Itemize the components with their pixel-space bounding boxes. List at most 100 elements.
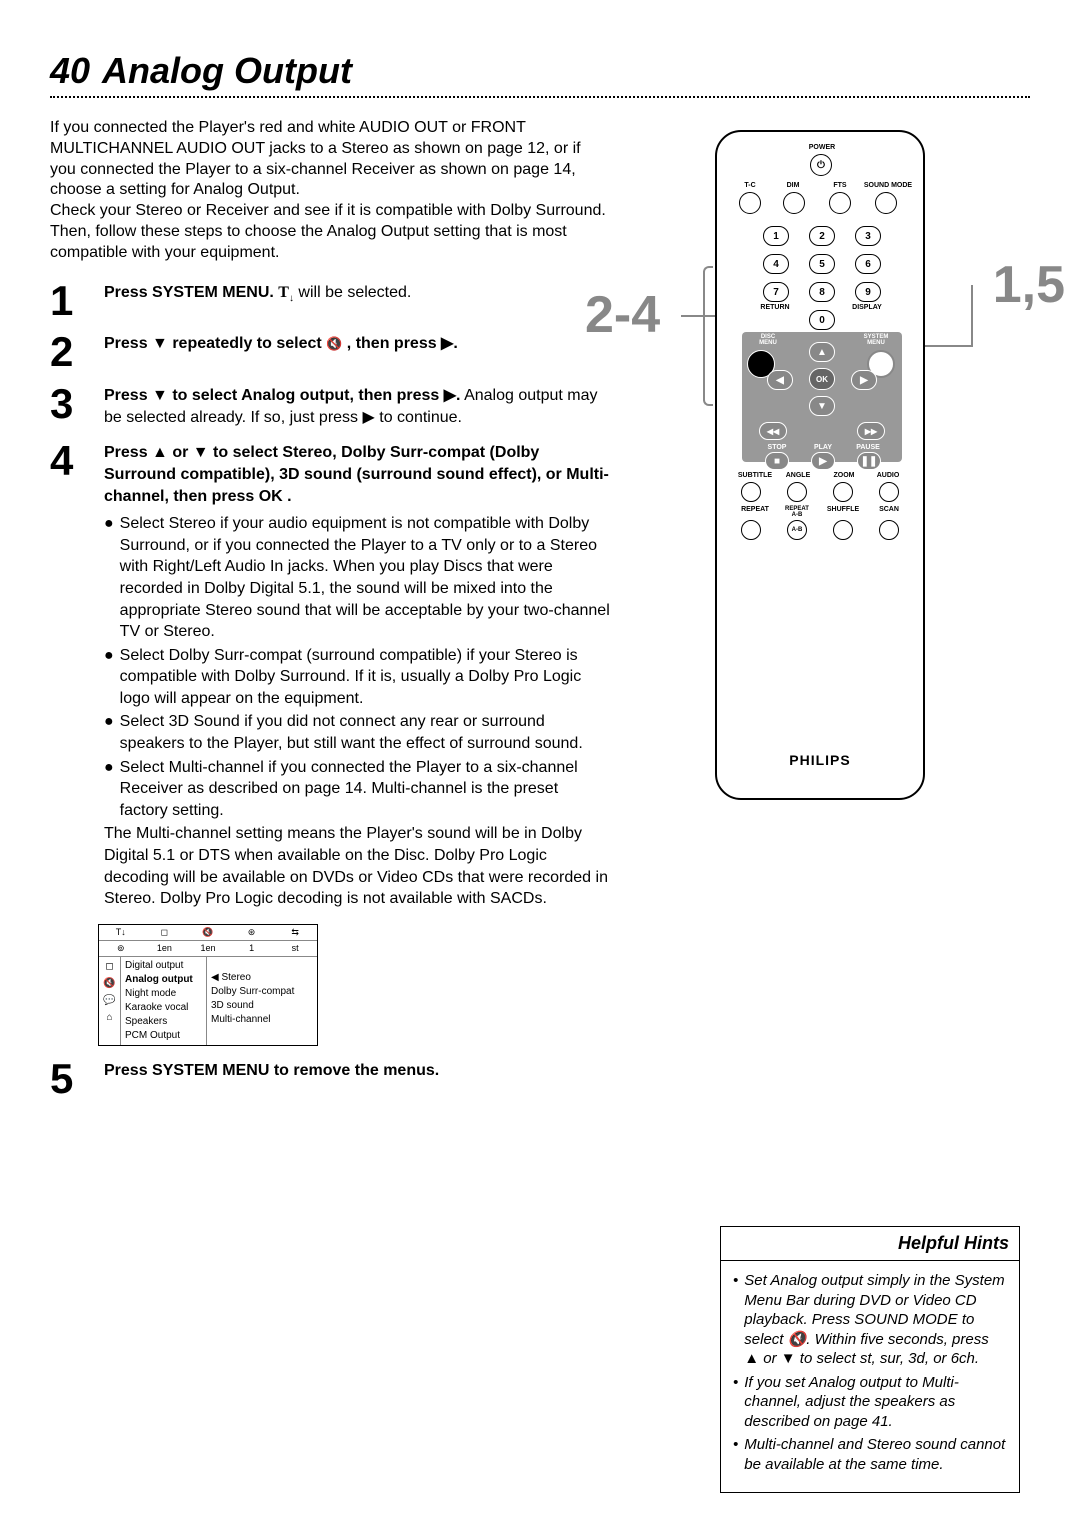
list-item: ●Select 3D Sound if you did not connect …: [104, 711, 610, 754]
osd-icon: ⇆: [273, 927, 317, 938]
remote-zone: 2-4 1,5 POWER ⏻ T-C DIM FTS SOUND MODE 1…: [595, 130, 1055, 810]
step-number: 3: [50, 385, 90, 428]
callout-bracket: [703, 266, 713, 406]
helpful-hints-box: Helpful Hints •Set Analog output simply …: [720, 1226, 1020, 1493]
step-2: 2 Press ▼ repeatedly to select , then pr…: [50, 333, 610, 371]
label-zoom: ZOOM: [829, 472, 859, 479]
sound-icon: [326, 335, 342, 352]
label-tc: T-C: [737, 182, 763, 189]
bullet-icon: ●: [104, 757, 114, 822]
digit: 3: [865, 231, 871, 242]
page-number: 40: [50, 50, 90, 92]
label-disc: DISCMENU: [743, 334, 793, 346]
subtitle-button: [741, 482, 761, 502]
label-soundmode: SOUND MODE: [862, 182, 914, 189]
step-body: Press SYSTEM MENU to remove the menus.: [104, 1060, 610, 1098]
digit: 8: [819, 287, 825, 298]
step-bold: Press ▼ to select Analog output, then pr…: [104, 387, 461, 404]
step-body: Press ▲ or ▼ to select Stereo, Dolby Sur…: [104, 442, 610, 909]
bullet-list: ●Select Stereo if your audio equipment i…: [104, 513, 610, 821]
osd-left-icons: ◻ 🔇 💬 ⌂: [99, 957, 121, 1045]
bullet-icon: •: [733, 1373, 738, 1432]
brand-label: PHILIPS: [717, 752, 923, 768]
repeatab-button: A-B: [787, 520, 807, 540]
bullet-icon: ●: [104, 645, 114, 710]
digit: 2: [819, 231, 825, 242]
digit: 4: [773, 259, 779, 270]
step-number: 4: [50, 442, 90, 909]
prev-button: ◀◀: [759, 422, 787, 440]
hint-text: If you set Analog output to Multi-channe…: [744, 1373, 1007, 1432]
step-1: 1 Press SYSTEM MENU. will be selected.: [50, 282, 610, 320]
digit-button: 9: [855, 282, 881, 302]
next-button: ▶▶: [857, 422, 885, 440]
label-repeat: REPEAT: [735, 506, 775, 513]
hint-item: •Set Analog output simply in the System …: [733, 1271, 1007, 1369]
step-note: The Multi-channel setting means the Play…: [104, 823, 610, 909]
callout-number: 1,5: [993, 255, 1065, 315]
right-button: ▶: [851, 370, 877, 390]
osd-mid-item: Speakers: [125, 1015, 202, 1029]
step-body: Press ▼ to select Analog output, then pr…: [104, 385, 610, 428]
label-play: PLAY: [809, 444, 837, 451]
tc-button: [739, 192, 761, 214]
digit: 0: [819, 315, 825, 326]
osd-right-item: Multi-channel: [211, 1013, 313, 1027]
label-return: RETURN: [755, 304, 795, 311]
angle-button: [787, 482, 807, 502]
remote-illustration: POWER ⏻ T-C DIM FTS SOUND MODE 1 2 3 4 5…: [715, 130, 925, 800]
intro-paragraph: If you connected the Player's red and wh…: [50, 118, 610, 264]
label-scan: SCAN: [873, 506, 905, 513]
hint-item: •Multi-channel and Stereo sound cannot b…: [733, 1435, 1007, 1474]
osd-mid-item: Karaoke vocal: [125, 1001, 202, 1015]
osd-icon: ◻: [143, 927, 187, 938]
digit: 9: [865, 287, 871, 298]
digit-button: 3: [855, 226, 881, 246]
step-number: 1: [50, 282, 90, 320]
osd-icon: T↓: [99, 927, 143, 938]
ok-button: OK: [809, 368, 835, 390]
shuffle-button: [833, 520, 853, 540]
osd-mid: Digital output Analog output Night mode …: [121, 957, 207, 1045]
label-dim: DIM: [780, 182, 806, 189]
step-bold: Press SYSTEM MENU to remove the menus.: [104, 1062, 439, 1079]
repeat-button: [741, 520, 761, 540]
label-power: POWER: [807, 144, 837, 151]
digit-button: 7: [763, 282, 789, 302]
scan-button: [879, 520, 899, 540]
label-audio: AUDIO: [873, 472, 903, 479]
step-bold: Press SYSTEM MENU.: [104, 284, 274, 301]
stop-button: ■: [765, 452, 789, 470]
page-title: Analog Output: [102, 50, 352, 92]
osd-left-icon: 🔇: [103, 978, 115, 989]
step-3: 3 Press ▼ to select Analog output, then …: [50, 385, 610, 428]
osd-menu-illustration: T↓ ◻ 🔇 ⊛ ⇆ ⊚ 1en 1en 1 st ◻ 🔇 💬 ⌂ Digita…: [98, 924, 318, 1046]
power-button: ⏻: [810, 154, 832, 176]
bullet-icon: •: [733, 1271, 738, 1369]
zoom-button: [833, 482, 853, 502]
hint-item: •If you set Analog output to Multi-chann…: [733, 1373, 1007, 1432]
dim-button: [783, 192, 805, 214]
digit-button: 5: [809, 254, 835, 274]
osd-right-item: ◀ Stereo: [211, 971, 313, 985]
osd-val: st: [273, 943, 317, 954]
osd-left-icon: ⌂: [106, 1012, 112, 1023]
osd-icon: 🔇: [186, 927, 230, 938]
list-item: ●Select Stereo if your audio equipment i…: [104, 513, 610, 643]
callout-right: 1,5: [993, 255, 1065, 315]
osd-mid-item: PCM Output: [125, 1029, 202, 1043]
bullet-text: Select 3D Sound if you did not connect a…: [120, 711, 610, 754]
osd-mid-item: Night mode: [125, 987, 202, 1001]
bullet-text: Select Stereo if your audio equipment is…: [120, 513, 610, 643]
callout-number: 2-4: [585, 285, 660, 345]
pause-button: ❚❚: [857, 452, 881, 470]
t-icon-sub: [289, 284, 294, 301]
osd-body: ◻ 🔇 💬 ⌂ Digital output Analog output Nig…: [99, 957, 317, 1045]
bullet-text: Select Multi-channel if you connected th…: [120, 757, 610, 822]
bullet-icon: ●: [104, 711, 114, 754]
audio-button: [879, 482, 899, 502]
osd-mid-item: Analog output: [125, 973, 202, 987]
digit-button: 1: [763, 226, 789, 246]
step-5: 5 Press SYSTEM MENU to remove the menus.: [50, 1060, 610, 1098]
osd-top-row2: ⊚ 1en 1en 1 st: [99, 941, 317, 957]
